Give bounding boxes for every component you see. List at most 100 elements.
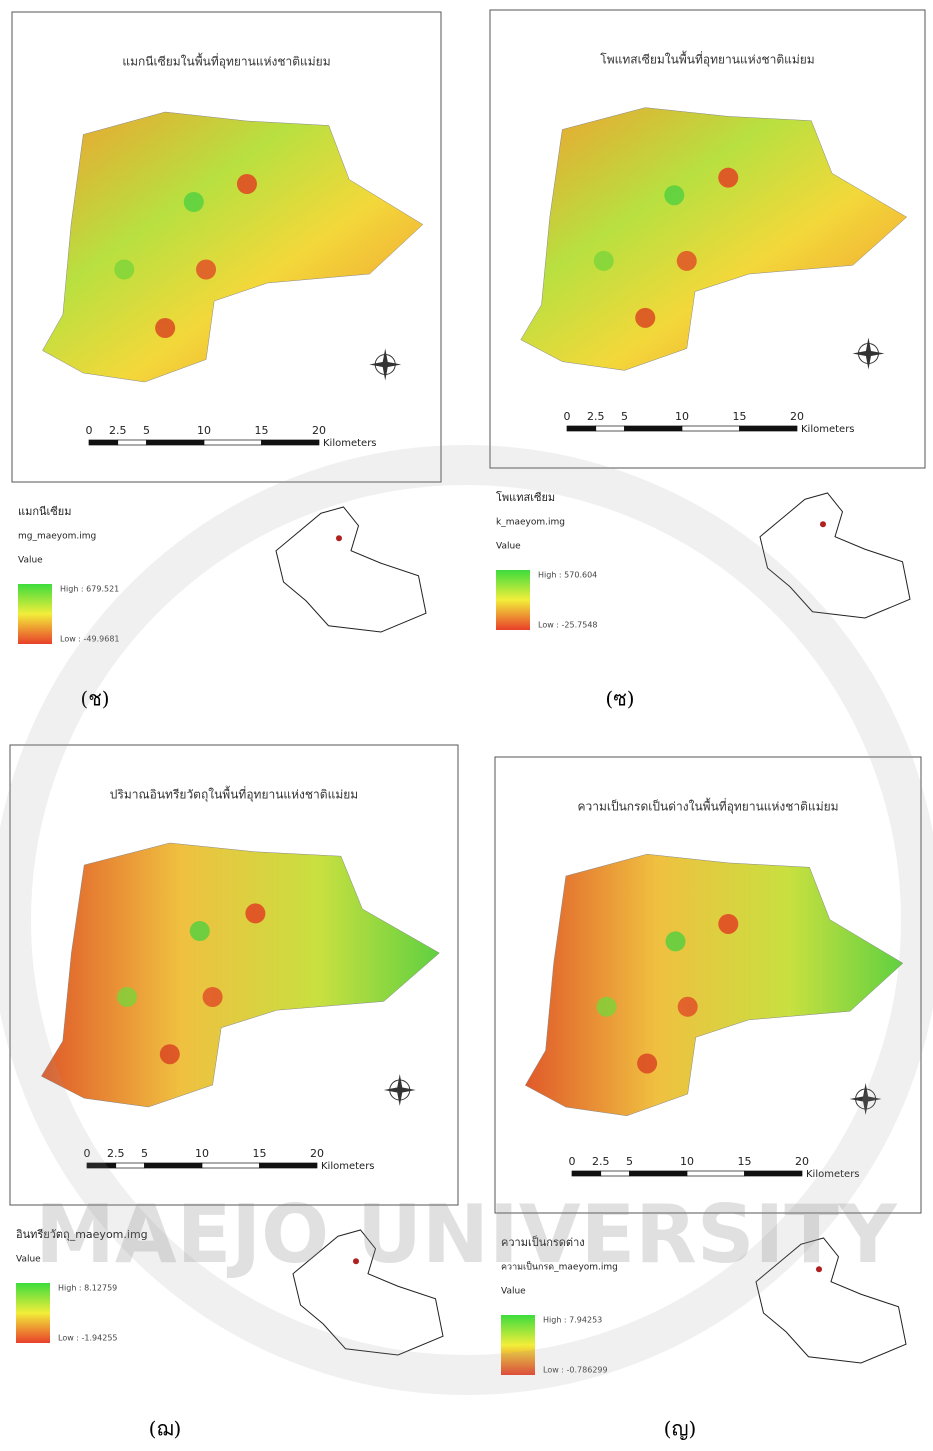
legend-text: Value bbox=[501, 1287, 526, 1297]
scale-label: 2.5 bbox=[587, 410, 605, 423]
scale-label: 5 bbox=[143, 424, 150, 437]
watermark-text: MAEJO UNIVERSITY bbox=[35, 1188, 898, 1281]
scale-bar-segment bbox=[202, 1163, 260, 1168]
scale-bar-segment bbox=[687, 1171, 745, 1176]
caption: (ซ) bbox=[605, 687, 634, 711]
map-hotspot bbox=[718, 168, 738, 188]
legend-ramp bbox=[496, 570, 530, 630]
scale-label: 10 bbox=[675, 410, 689, 423]
scale-bar-segment bbox=[740, 426, 798, 431]
scale-label: 15 bbox=[738, 1155, 752, 1168]
map-surface bbox=[525, 854, 903, 1116]
inset-highlight bbox=[820, 521, 826, 527]
scale-label: 15 bbox=[253, 1147, 267, 1160]
scale-bar-segment bbox=[630, 1171, 688, 1176]
legend-text: k_maeyom.img bbox=[496, 518, 565, 528]
inset-map bbox=[276, 507, 426, 632]
map-title: ความเป็นกรดเป็นด่างในพื้นที่อุทยานแห่งชา… bbox=[577, 798, 838, 815]
map-panel: โพแทสเซียมในพื้นที่อุทยานแห่งชาติแม่ยม 0 2… bbox=[490, 10, 925, 711]
scale-label: 5 bbox=[141, 1147, 148, 1160]
legend-text: mg_maeyom.img bbox=[18, 532, 96, 542]
scale-label: 20 bbox=[312, 424, 326, 437]
scale-bar-segment bbox=[745, 1171, 803, 1176]
scale-bar-segment bbox=[601, 1171, 630, 1176]
north-arrow-star bbox=[369, 349, 401, 381]
map-hotspot bbox=[114, 260, 134, 280]
scale-label: 2.5 bbox=[109, 424, 127, 437]
map-title: แมกนีเซียมในพื้นที่อุทยานแห่งชาติแม่ยม bbox=[122, 53, 330, 70]
legend-ramp bbox=[18, 584, 52, 644]
scale-label: 2.5 bbox=[107, 1147, 125, 1160]
map-hotspot bbox=[196, 260, 216, 280]
map-surface bbox=[521, 108, 907, 371]
scale-bar-segment bbox=[567, 426, 596, 431]
scale-label: 20 bbox=[790, 410, 804, 423]
map-hotspot bbox=[155, 318, 175, 338]
scale-label: 20 bbox=[310, 1147, 324, 1160]
map-hotspot bbox=[203, 987, 223, 1007]
scale-unit: Kilometers bbox=[323, 438, 377, 449]
legend-text: Value bbox=[496, 542, 521, 552]
scale-bar-segment bbox=[682, 426, 740, 431]
scale-bar-segment bbox=[147, 440, 205, 445]
scale-bar-segment bbox=[204, 440, 262, 445]
map-surface bbox=[43, 112, 423, 382]
scale-label: 2.5 bbox=[592, 1155, 610, 1168]
scale-bar-segment bbox=[145, 1163, 203, 1168]
scale-bar-segment bbox=[262, 440, 320, 445]
map-panel: ความเป็นกรดเป็นด่างในพื้นที่อุทยานแห่งชา… bbox=[495, 757, 921, 1441]
map-hotspot bbox=[678, 997, 698, 1017]
scale-label: 0 bbox=[564, 410, 571, 423]
map-title: โพแทสเซียมในพื้นที่อุทยานแห่งชาติแม่ยม bbox=[600, 51, 814, 68]
scale-label: 0 bbox=[86, 424, 93, 437]
map-hotspot bbox=[664, 185, 684, 205]
scale-unit: Kilometers bbox=[321, 1161, 375, 1172]
map-hotspot bbox=[117, 987, 137, 1007]
scale-bar-segment bbox=[89, 440, 118, 445]
legend-high: High : 7.94253 bbox=[543, 1316, 602, 1325]
scale-label: 0 bbox=[569, 1155, 576, 1168]
map-hotspot bbox=[597, 997, 617, 1017]
legend-ramp bbox=[16, 1283, 50, 1343]
map-hotspot bbox=[677, 251, 697, 271]
scale-unit: Kilometers bbox=[801, 424, 855, 435]
map-panel: ปริมาณอินทรียวัตถุในพื้นที่อุทยานแห่งชาต… bbox=[10, 745, 458, 1441]
scale-label: 5 bbox=[626, 1155, 633, 1168]
scale-bar-segment bbox=[260, 1163, 318, 1168]
map-surface bbox=[41, 843, 439, 1107]
map-title: ปริมาณอินทรียวัตถุในพื้นที่อุทยานแห่งชาต… bbox=[110, 786, 358, 803]
map-hotspot bbox=[160, 1044, 180, 1064]
scale-bar-segment bbox=[596, 426, 625, 431]
map-hotspot bbox=[245, 903, 265, 923]
legend-low: Low : -1.94255 bbox=[58, 1334, 118, 1343]
map-hotspot bbox=[237, 174, 257, 194]
page: แมกนีเซียมในพื้นที่อุทยานแห่งชาติแม่ยม 0 2… bbox=[0, 0, 933, 1451]
map-hotspot bbox=[190, 921, 210, 941]
map-hotspot bbox=[718, 914, 738, 934]
map-hotspot bbox=[635, 308, 655, 328]
scale-label: 10 bbox=[680, 1155, 694, 1168]
scale-label: 15 bbox=[255, 424, 269, 437]
scale-label: 10 bbox=[195, 1147, 209, 1160]
scale-label: 10 bbox=[197, 424, 211, 437]
legend-high: High : 679.521 bbox=[60, 585, 119, 594]
map-hotspot bbox=[594, 251, 614, 271]
caption: (ฌ) bbox=[149, 1417, 182, 1441]
inset-highlight bbox=[336, 535, 342, 541]
scale-bar-segment bbox=[116, 1163, 145, 1168]
north-arrow-star bbox=[384, 1074, 416, 1106]
scale-label: 5 bbox=[621, 410, 628, 423]
legend-high: High : 570.604 bbox=[538, 571, 597, 580]
map-hotspot bbox=[666, 931, 686, 951]
scale-label: 20 bbox=[795, 1155, 809, 1168]
north-arrow-star bbox=[852, 338, 884, 370]
legend-high: High : 8.12759 bbox=[58, 1284, 117, 1293]
legend-text: แมกนีเซียม bbox=[18, 505, 71, 518]
scale-bar-segment bbox=[118, 440, 147, 445]
map-panel: แมกนีเซียมในพื้นที่อุทยานแห่งชาติแม่ยม 0 2… bbox=[12, 12, 441, 711]
scale-label: 15 bbox=[733, 410, 747, 423]
legend-text: Value bbox=[18, 556, 43, 566]
scale-bar-segment bbox=[625, 426, 683, 431]
map-hotspot bbox=[637, 1053, 657, 1073]
map-hotspot bbox=[184, 192, 204, 212]
